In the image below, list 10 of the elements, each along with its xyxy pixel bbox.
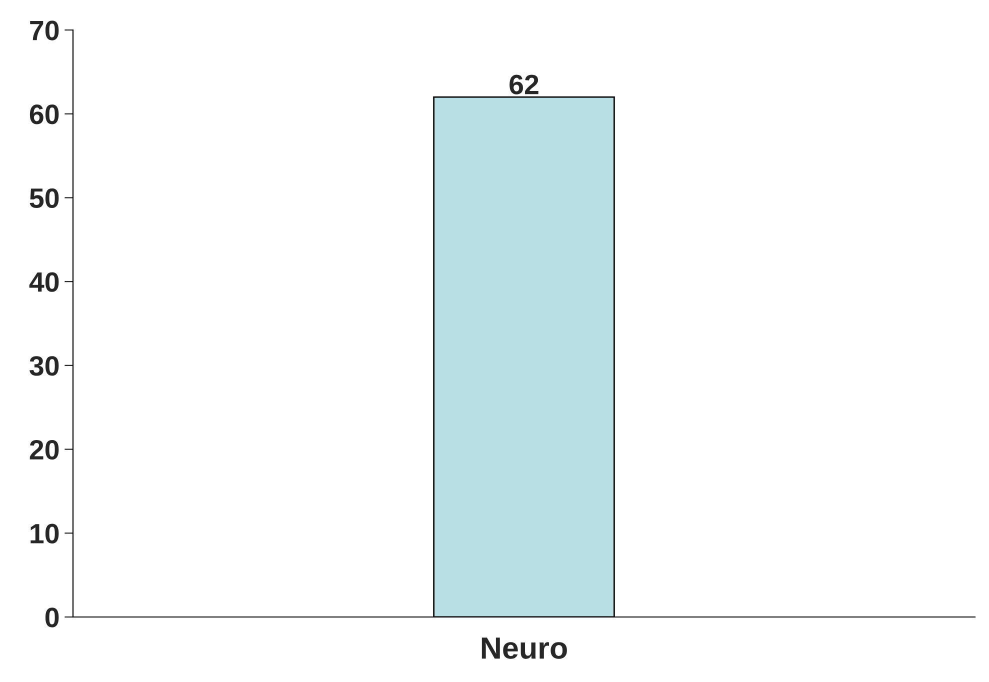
y-tick-label: 10 <box>30 524 59 544</box>
y-tick-label: 60 <box>30 104 59 124</box>
y-tick-label: 70 <box>30 20 59 40</box>
y-tick-label: 0 <box>45 608 59 628</box>
x-tick-label: Neuro <box>482 638 567 659</box>
y-tick-label: 20 <box>30 440 59 460</box>
y-tick-label: 30 <box>30 356 59 376</box>
y-tick-label: 50 <box>30 188 59 208</box>
data-label: 62 <box>510 74 538 94</box>
y-tick-label: 40 <box>29 272 59 292</box>
